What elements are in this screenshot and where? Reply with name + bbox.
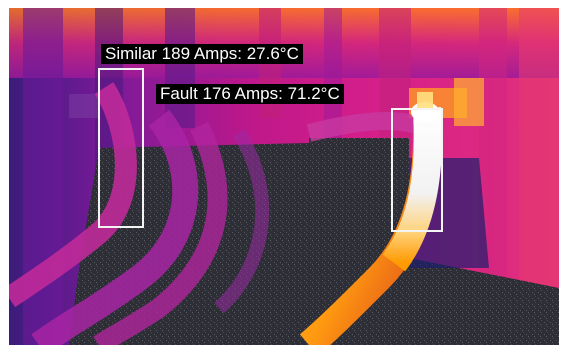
similar-annotation-label: Similar 189 Amps: 27.6°C (101, 44, 303, 64)
similar-roi-box (98, 68, 144, 228)
fault-roi-box (391, 108, 443, 232)
fault-annotation-label: Fault 176 Amps: 71.2°C (156, 84, 344, 104)
